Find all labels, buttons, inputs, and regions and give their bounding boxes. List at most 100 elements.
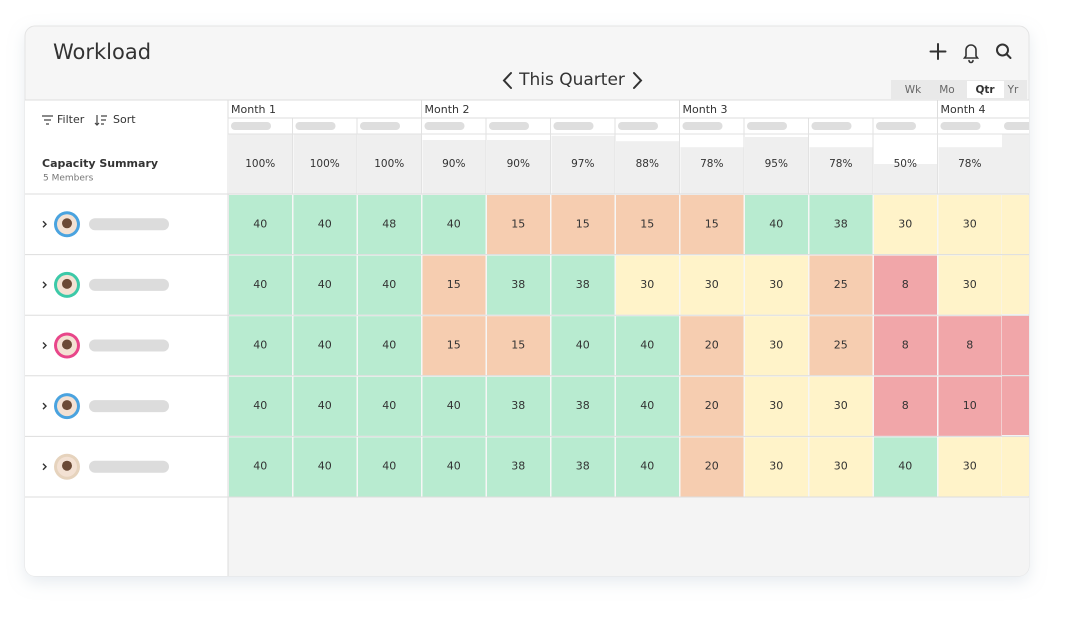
hours-label: 40 (447, 399, 461, 412)
capacity-label: 97% (571, 158, 594, 170)
view-tab[interactable]: Yr (1007, 84, 1019, 96)
hours-label: 30 (834, 399, 848, 412)
hours-label: 30 (705, 278, 719, 291)
hours-label: 38 (511, 399, 525, 412)
hours-label: 15 (576, 217, 590, 230)
sort-icon[interactable] (94, 115, 107, 126)
hours-label: 8 (902, 339, 909, 352)
hours-cell (680, 195, 744, 255)
month-label: Month 2 (425, 103, 470, 116)
next-button[interactable] (633, 72, 643, 89)
capacity-bar (616, 141, 680, 194)
capacity-label: 100% (245, 158, 275, 170)
name-placeholder (89, 400, 169, 413)
hours-label: 38 (511, 460, 525, 473)
prev-button[interactable] (502, 72, 512, 89)
capacity-bar (422, 140, 486, 194)
search-icon[interactable] (996, 43, 1012, 59)
hours-cell (745, 195, 808, 255)
cell (1002, 437, 1029, 496)
placeholder (489, 122, 529, 130)
overflow-column (1002, 122, 1029, 496)
hours-cell (358, 316, 421, 376)
hours-cell (616, 195, 679, 255)
hours-label: 40 (318, 339, 332, 352)
hours-cell (358, 376, 421, 436)
hours-cell (874, 376, 937, 436)
hours-label: 30 (769, 399, 783, 412)
hours-label: 40 (382, 339, 396, 352)
expand-toggle[interactable] (42, 342, 47, 349)
expand-toggle[interactable] (42, 220, 47, 228)
hours-label: 40 (576, 339, 590, 352)
hours-label: 38 (576, 278, 590, 291)
hours-cell (809, 316, 873, 376)
hours-cell (551, 376, 615, 436)
hours-cell (229, 195, 292, 255)
capacity-label: 100% (310, 158, 340, 170)
hours-label: 40 (318, 399, 332, 412)
capacity-bar (874, 164, 938, 194)
hours-cell (680, 316, 744, 376)
capacity-label: 100% (374, 158, 404, 170)
hours-label: 40 (318, 460, 332, 473)
hours-cell (874, 437, 937, 497)
hours-cell (551, 255, 615, 315)
avatar-head (62, 339, 72, 350)
hours-cell (422, 255, 486, 315)
hours-cell (293, 437, 357, 497)
hours-cell (616, 437, 679, 497)
hours-cell (293, 376, 357, 436)
capacity-label: 78% (700, 158, 723, 170)
avatar-head (62, 218, 72, 229)
capacity-bar (229, 134, 293, 194)
placeholder (231, 122, 271, 130)
name-placeholder (89, 339, 169, 352)
capacity-label: 78% (958, 158, 981, 170)
hours-cell (616, 376, 679, 436)
hours-cell (938, 437, 1002, 497)
hours-label: 30 (963, 460, 977, 473)
hours-cell (293, 255, 357, 315)
view-tab[interactable]: Mo (939, 84, 954, 96)
hours-label: 15 (447, 278, 461, 291)
hours-cell (680, 437, 744, 497)
view-tab[interactable]: Qtr (975, 84, 995, 96)
hours-cell (745, 316, 808, 376)
notifications-icon[interactable] (962, 44, 980, 64)
placeholder (1004, 122, 1029, 130)
expand-toggle[interactable] (42, 463, 47, 471)
capacity-bar (745, 137, 809, 194)
hours-cell (874, 195, 937, 255)
hours-label: 40 (447, 460, 461, 473)
hours-label: 40 (382, 460, 396, 473)
avatar-head (62, 278, 72, 289)
hours-cell (358, 255, 421, 315)
add-icon[interactable] (929, 43, 947, 60)
filter-icon[interactable] (42, 115, 53, 125)
hours-label: 40 (447, 217, 461, 230)
hours-label: 48 (382, 217, 396, 230)
hours-label: 15 (511, 217, 525, 230)
hours-label: 30 (963, 217, 977, 230)
capacity-bar (293, 134, 357, 194)
capacity-label: 78% (829, 158, 852, 170)
placeholder (424, 122, 465, 130)
hours-label: 38 (576, 399, 590, 412)
hours-cell (938, 376, 1002, 436)
hours-label: 38 (511, 278, 525, 291)
view-tab[interactable]: Wk (905, 84, 922, 96)
capacity-label: 95% (765, 158, 788, 170)
month-label: Month 3 (683, 103, 728, 116)
sort-button[interactable]: Sort (113, 113, 136, 126)
expand-toggle[interactable] (42, 402, 47, 410)
hours-cell (293, 316, 357, 376)
hours-label: 40 (253, 460, 267, 473)
hours-label: 40 (769, 217, 783, 230)
hours-cell (551, 316, 615, 376)
capacity-bar (809, 147, 873, 194)
placeholder (940, 122, 981, 130)
placeholder (682, 122, 723, 130)
expand-toggle[interactable] (42, 281, 47, 289)
filter-button[interactable]: Filter (57, 113, 85, 126)
